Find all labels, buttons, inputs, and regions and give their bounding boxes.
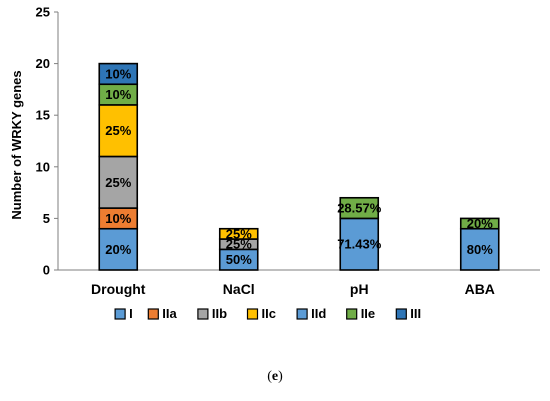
- y-tick-label: 0: [43, 263, 50, 278]
- legend-swatch-iib: [197, 308, 209, 320]
- y-tick-label: 5: [43, 211, 50, 226]
- legend: I IIa IIb IIc IId IIe III: [114, 306, 421, 321]
- segment-data-label: 25%: [226, 226, 252, 241]
- y-axis-title: Number of WRKY genes: [9, 70, 24, 219]
- legend-swatch-iia: [147, 308, 159, 320]
- y-axis-title-group: Number of WRKY genes: [9, 70, 24, 219]
- legend-swatch-iii: [395, 308, 407, 320]
- axes: 0 5 10 15 20 25: [36, 5, 540, 278]
- legend-label-iib: IIb: [212, 306, 227, 321]
- bar-segment-aba-iid: [459, 227, 500, 271]
- segment-data-label: 25%: [105, 123, 131, 138]
- legend-label-i: I: [129, 306, 133, 321]
- bar-segment-aba-iie: [459, 217, 500, 230]
- y-tick-label: 15: [36, 108, 50, 123]
- x-tick-label: NaCl: [223, 281, 255, 297]
- segment-data-label: 20%: [467, 216, 493, 231]
- bar-segment-ph-iie: [339, 196, 380, 220]
- bars: [98, 62, 500, 271]
- segment-data-label: 20%: [105, 242, 131, 257]
- segment-data-label: 80%: [467, 242, 493, 257]
- figure-caption: (e): [267, 369, 283, 384]
- caption-letter: e: [272, 369, 278, 384]
- segment-data-label: 10%: [105, 87, 131, 102]
- segment-data-label: 71.43%: [337, 237, 382, 252]
- bar-segment-ph-iid: [339, 217, 380, 271]
- legend-label-iii: III: [410, 306, 421, 321]
- caption-suffix: ): [278, 369, 283, 384]
- y-tick-label: 25: [36, 5, 50, 20]
- segment-data-label: 50%: [226, 252, 252, 267]
- y-tick-label: 10: [36, 159, 50, 174]
- legend-swatch-i: [114, 308, 126, 320]
- segment-labels: 20%10%25%25%10%10%50%25%25%71.43%28.57%8…: [105, 66, 493, 267]
- bar-segment-drought-iii: [98, 62, 139, 86]
- legend-swatch-iie: [346, 308, 358, 320]
- segment-data-label: 10%: [105, 211, 131, 226]
- bar-segment-drought-iic: [98, 104, 139, 158]
- bar-segment-nacl-iic: [218, 227, 259, 240]
- bar-segment-drought-iib: [98, 155, 139, 209]
- legend-label-iid: IId: [311, 306, 326, 321]
- x-tick-label: ABA: [465, 281, 495, 297]
- segment-data-label: 10%: [105, 66, 131, 81]
- legend-swatch-iid: [296, 308, 308, 320]
- legend-label-iie: IIe: [361, 306, 375, 321]
- legend-label-iic: IIc: [262, 306, 276, 321]
- caption-prefix: (: [267, 369, 272, 384]
- legend-label-iia: IIa: [162, 306, 177, 321]
- segment-data-label: 28.57%: [337, 201, 382, 216]
- segment-data-label: 25%: [105, 175, 131, 190]
- segment-data-label: 25%: [226, 237, 252, 252]
- y-tick-label: 20: [36, 56, 50, 71]
- x-tick-label: Drought: [91, 281, 146, 297]
- legend-swatch-iic: [246, 308, 259, 320]
- x-tick-label: pH: [350, 281, 369, 297]
- x-axis-labels: Drought NaCl pH ABA: [91, 281, 495, 297]
- bar-segment-drought-i: [98, 227, 139, 271]
